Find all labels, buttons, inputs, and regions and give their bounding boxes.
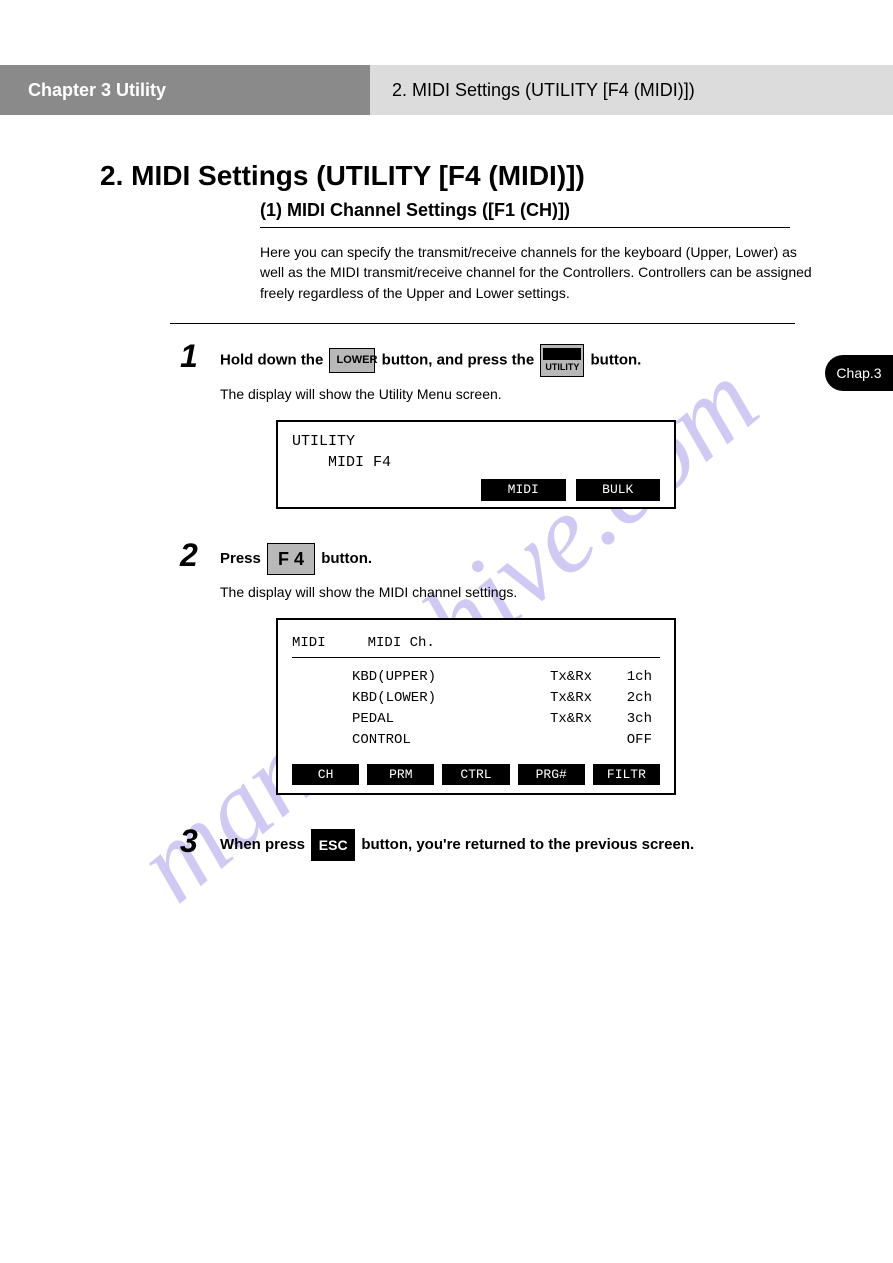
lcd-small-line-0: UTILITY [292, 432, 660, 452]
lcd-small-line-2: MIDI F4 [292, 453, 660, 473]
header-chapter-label: Chapter 3 Utility [0, 65, 370, 115]
steps-container: 1 Hold down the LOWER button, and press … [180, 338, 820, 861]
header-band-dark: Chapter 3 Utility [0, 65, 370, 115]
step-3-text-before: When press [220, 836, 309, 853]
subsection-title: (1) MIDI Channel Settings ([F1 (CH)]) [260, 200, 820, 221]
subsection-body: Here you can specify the transmit/receiv… [260, 242, 820, 303]
lcd-small-tab-3: BULK [576, 479, 661, 501]
utility-button-badge: UTILITY [540, 344, 584, 377]
step-3-number: 3 [180, 823, 220, 860]
lcd-row3-c3 [502, 731, 592, 750]
lcd-big-row-2: PEDAL Tx&Rx 3ch [292, 710, 660, 729]
section-title: 2. MIDI Settings (UTILITY [F4 (MIDI)]) [100, 160, 820, 192]
step-2-text-before: Press [220, 550, 265, 567]
step-1-text-mid: button, and press the [382, 351, 539, 368]
step-3-head: 3 When press ESC button, you're returned… [180, 823, 820, 861]
lcd-midi-channel: MIDI MIDI Ch. KBD(UPPER) Tx&Rx 1ch KBD(L… [276, 618, 676, 795]
lcd-row1-c3: Tx&Rx [502, 689, 592, 708]
step-2-text-after: button. [321, 550, 372, 567]
header-section-label: 2. MIDI Settings (UTILITY [F4 (MIDI)]) [370, 65, 893, 115]
esc-button-badge: ESC [311, 829, 355, 861]
utility-badge-label: UTILITY [545, 362, 579, 372]
lcd-row0-c2: KBD(UPPER) [352, 668, 502, 687]
steps-divider [170, 323, 795, 324]
step-2-note: The display will show the MIDI channel s… [220, 583, 820, 603]
step-3-text-after: button, you're returned to the previous … [361, 836, 694, 853]
lcd-row0-c1 [292, 668, 352, 687]
lcd-small-tab-1 [387, 479, 472, 501]
lcd-big-row-1: KBD(LOWER) Tx&Rx 2ch [292, 689, 660, 708]
lcd-big-tabs: CH PRM CTRL PRG# FILTR [292, 764, 660, 786]
lcd-row3-c2: CONTROL [352, 731, 502, 750]
lcd-row1-c2: KBD(LOWER) [352, 689, 502, 708]
lcd-big-row-0: KBD(UPPER) Tx&Rx 1ch [292, 668, 660, 687]
step-1-text-after: button. [591, 351, 642, 368]
subsection-divider [260, 227, 790, 228]
f4-button-badge: F 4 [267, 543, 315, 575]
lcd-utility-menu: UTILITY MIDI F4 MIDI BULK [276, 420, 676, 508]
step-1-number: 1 [180, 338, 220, 375]
lcd-small-tabs: MIDI BULK [292, 479, 660, 501]
lcd-row1-c1 [292, 689, 352, 708]
lcd-row0-c4: 1ch [592, 668, 652, 687]
step-2-head: 2 Press F 4 button. [180, 537, 820, 575]
step-1-note: The display will show the Utility Menu s… [220, 385, 820, 405]
lcd-big-tab-0: CH [292, 764, 359, 786]
step-2-text: Press F 4 button. [220, 537, 820, 575]
lcd-big-tab-3: PRG# [518, 764, 585, 786]
step-2-number: 2 [180, 537, 220, 574]
lcd-row2-c1 [292, 710, 352, 729]
step-1: 1 Hold down the LOWER button, and press … [180, 338, 820, 509]
lcd-small-tab-2: MIDI [481, 479, 566, 501]
lcd-row1-c4: 2ch [592, 689, 652, 708]
lcd-big-tab-4: FILTR [593, 764, 660, 786]
lcd-big-title: MIDI MIDI Ch. [292, 634, 660, 658]
lcd-row2-c4: 3ch [592, 710, 652, 729]
lcd-row2-c2: PEDAL [352, 710, 502, 729]
step-1-head: 1 Hold down the LOWER button, and press … [180, 338, 820, 377]
lower-button-badge: LOWER [329, 348, 375, 373]
lcd-row2-c3: Tx&Rx [502, 710, 592, 729]
header-band-light: 2. MIDI Settings (UTILITY [F4 (MIDI)]) [370, 65, 893, 115]
lcd-big-tab-1: PRM [367, 764, 434, 786]
page-body: 2. MIDI Settings (UTILITY [F4 (MIDI)]) (… [100, 150, 820, 889]
lcd-row3-c1 [292, 731, 352, 750]
lcd-big-tab-2: CTRL [442, 764, 509, 786]
step-1-text: Hold down the LOWER button, and press th… [220, 338, 820, 377]
side-chapter-tab: Chap.3 [825, 355, 893, 391]
lcd-row3-c4: OFF [592, 731, 652, 750]
step-2: 2 Press F 4 button. The display will sho… [180, 537, 820, 796]
lcd-small-tab-0 [292, 479, 377, 501]
header-band: Chapter 3 Utility 2. MIDI Settings (UTIL… [0, 65, 893, 115]
lcd-row0-c3: Tx&Rx [502, 668, 592, 687]
lcd-big-row-3: CONTROL OFF [292, 731, 660, 750]
utility-badge-top-bar [543, 348, 581, 360]
step-1-text-before: Hold down the [220, 351, 327, 368]
step-3: 3 When press ESC button, you're returned… [180, 823, 820, 861]
step-3-text: When press ESC button, you're returned t… [220, 823, 820, 861]
